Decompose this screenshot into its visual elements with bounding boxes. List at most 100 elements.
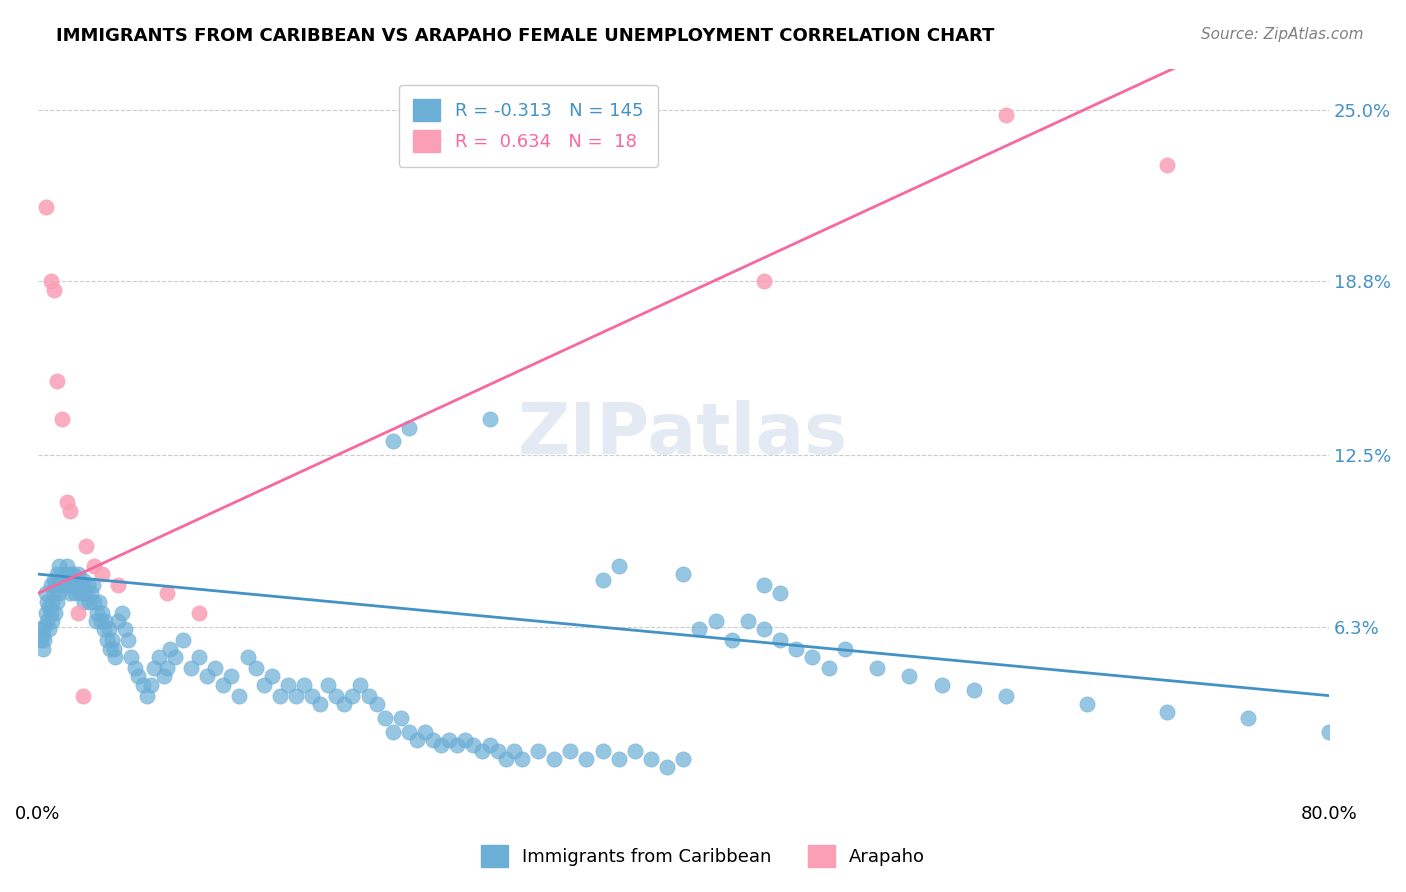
Point bbox=[1317, 724, 1340, 739]
Point bbox=[46, 567, 69, 582]
Point bbox=[720, 633, 742, 648]
Point bbox=[104, 650, 127, 665]
Point bbox=[58, 573, 80, 587]
Point bbox=[83, 595, 105, 609]
Point bbox=[406, 732, 429, 747]
Point bbox=[90, 614, 112, 628]
Point bbox=[142, 661, 165, 675]
Point bbox=[31, 641, 53, 656]
Text: IMMIGRANTS FROM CARIBBEAN VS ARAPAHO FEMALE UNEMPLOYMENT CORRELATION CHART: IMMIGRANTS FROM CARIBBEAN VS ARAPAHO FEM… bbox=[56, 27, 994, 45]
Point bbox=[349, 677, 371, 691]
Point bbox=[51, 573, 73, 587]
Point bbox=[607, 752, 630, 766]
Point bbox=[769, 633, 792, 648]
Point bbox=[898, 669, 921, 683]
Point bbox=[398, 724, 420, 739]
Point bbox=[103, 641, 125, 656]
Point bbox=[752, 578, 775, 592]
Point bbox=[59, 503, 82, 517]
Point bbox=[389, 711, 412, 725]
Point bbox=[478, 412, 501, 426]
Point bbox=[277, 677, 299, 691]
Point bbox=[704, 614, 727, 628]
Point bbox=[65, 573, 87, 587]
Point bbox=[49, 578, 72, 592]
Point bbox=[46, 374, 69, 388]
Point bbox=[79, 595, 101, 609]
Point bbox=[817, 661, 839, 675]
Point bbox=[446, 739, 468, 753]
Point bbox=[381, 724, 404, 739]
Point bbox=[75, 586, 97, 600]
Point bbox=[55, 558, 77, 573]
Point bbox=[114, 623, 136, 637]
Text: ZIPatlas: ZIPatlas bbox=[519, 401, 848, 469]
Point bbox=[366, 697, 388, 711]
Point bbox=[63, 586, 86, 600]
Point bbox=[32, 633, 55, 648]
Point bbox=[834, 641, 856, 656]
Point bbox=[69, 586, 91, 600]
Point bbox=[39, 606, 62, 620]
Point bbox=[41, 595, 63, 609]
Point bbox=[42, 586, 65, 600]
Point bbox=[94, 614, 117, 628]
Point bbox=[560, 744, 582, 758]
Point bbox=[110, 606, 132, 620]
Point bbox=[152, 669, 174, 683]
Point bbox=[97, 623, 120, 637]
Point bbox=[76, 578, 98, 592]
Point bbox=[188, 606, 211, 620]
Point bbox=[931, 677, 953, 691]
Point bbox=[575, 752, 598, 766]
Point bbox=[67, 567, 90, 582]
Point bbox=[38, 623, 60, 637]
Point bbox=[495, 752, 517, 766]
Point bbox=[59, 586, 82, 600]
Point bbox=[48, 586, 70, 600]
Point bbox=[86, 606, 108, 620]
Point bbox=[284, 689, 307, 703]
Point bbox=[59, 567, 82, 582]
Point bbox=[269, 689, 291, 703]
Point bbox=[159, 641, 181, 656]
Point bbox=[67, 606, 90, 620]
Point bbox=[672, 567, 695, 582]
Point bbox=[245, 661, 267, 675]
Point bbox=[398, 420, 420, 434]
Point bbox=[84, 614, 107, 628]
Point bbox=[139, 677, 162, 691]
Point bbox=[70, 578, 93, 592]
Point bbox=[28, 623, 51, 637]
Point bbox=[204, 661, 226, 675]
Point bbox=[127, 669, 149, 683]
Point bbox=[236, 650, 259, 665]
Point bbox=[75, 540, 97, 554]
Point bbox=[785, 641, 807, 656]
Point bbox=[37, 595, 59, 609]
Point bbox=[478, 739, 501, 753]
Point bbox=[801, 650, 824, 665]
Point bbox=[30, 633, 52, 648]
Point bbox=[117, 633, 139, 648]
Point bbox=[42, 283, 65, 297]
Point bbox=[752, 623, 775, 637]
Point bbox=[374, 711, 396, 725]
Point bbox=[253, 677, 276, 691]
Point bbox=[46, 595, 69, 609]
Point bbox=[430, 739, 453, 753]
Point bbox=[44, 578, 66, 592]
Point bbox=[592, 744, 614, 758]
Point bbox=[260, 669, 283, 683]
Point bbox=[52, 567, 75, 582]
Point bbox=[48, 558, 70, 573]
Point bbox=[592, 573, 614, 587]
Point bbox=[32, 619, 55, 633]
Point bbox=[963, 683, 986, 698]
Point bbox=[101, 633, 124, 648]
Point bbox=[221, 669, 243, 683]
Point bbox=[51, 412, 73, 426]
Point bbox=[38, 600, 60, 615]
Point bbox=[163, 650, 186, 665]
Point bbox=[39, 274, 62, 288]
